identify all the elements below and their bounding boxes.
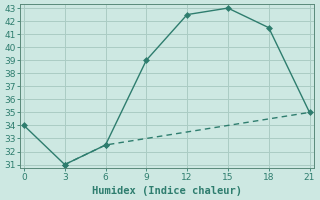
X-axis label: Humidex (Indice chaleur): Humidex (Indice chaleur)	[92, 186, 242, 196]
